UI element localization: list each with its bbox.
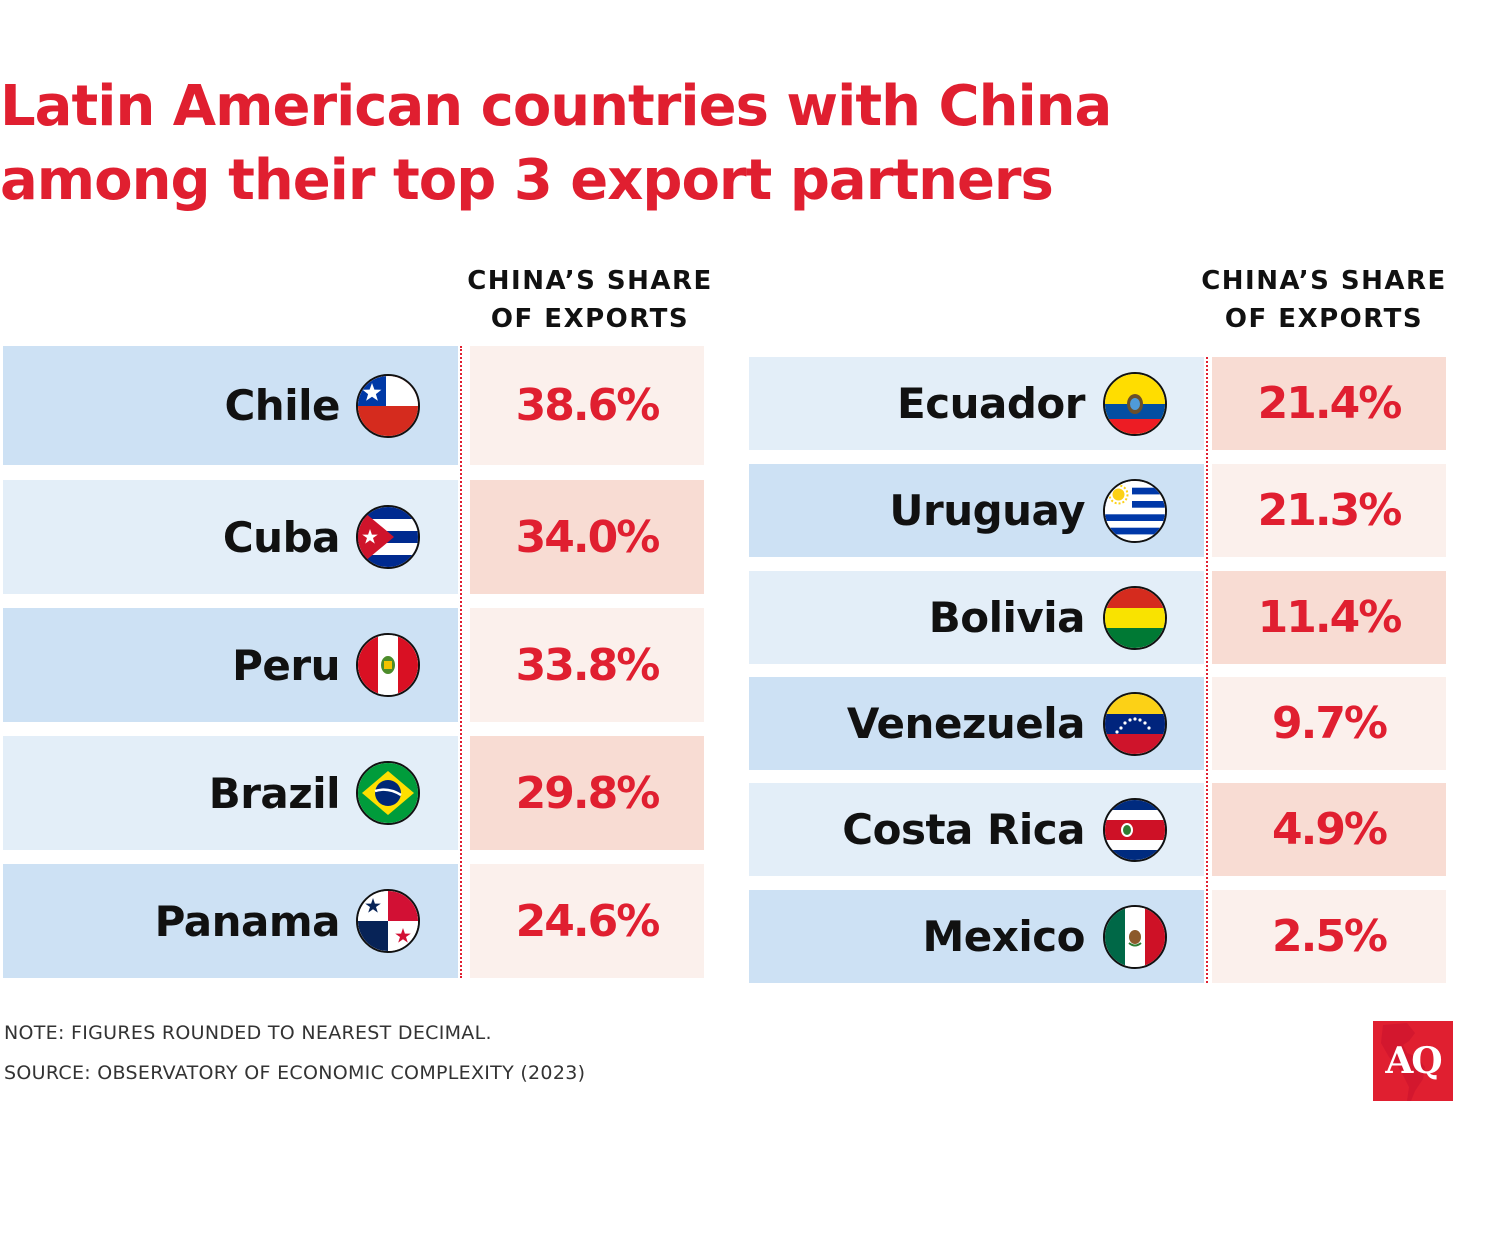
- share-value: 34.0%: [470, 480, 704, 594]
- mexico-flag-icon: [1103, 905, 1167, 969]
- source-text: SOURCE: OBSERVATORY OF ECONOMIC COMPLEXI…: [4, 1062, 586, 1084]
- americas-map-icon: [1381, 1023, 1425, 1101]
- country-name: Brazil: [208, 768, 341, 818]
- bolivia-flag-icon: [1103, 586, 1167, 650]
- chart-title: Latin American countries with China amon…: [0, 70, 1480, 218]
- share-value: 21.3%: [1212, 464, 1446, 557]
- panama-flag-icon: [356, 889, 420, 953]
- table-row: Chile 38.6%: [3, 346, 704, 465]
- aq-logo: AQ: [1373, 1021, 1453, 1101]
- country-name: Ecuador: [897, 379, 1085, 428]
- share-value: 24.6%: [470, 864, 704, 978]
- share-value: 2.5%: [1212, 890, 1446, 983]
- table-row: Brazil 29.8%: [3, 736, 704, 850]
- country-name: Cuba: [222, 512, 341, 562]
- share-value: 21.4%: [1212, 357, 1446, 450]
- table-row: Panama 24.6%: [3, 864, 704, 978]
- share-value: 33.8%: [470, 608, 704, 722]
- country-name: Venezuela: [846, 699, 1086, 748]
- share-value: 29.8%: [470, 736, 704, 850]
- costa-rica-flag-icon: [1103, 798, 1167, 862]
- share-value: 9.7%: [1212, 677, 1446, 770]
- country-name: Panama: [154, 896, 341, 946]
- table-row: Cuba 34.0%: [3, 480, 704, 594]
- right-header-line-1: CHINA’S SHARE: [1201, 266, 1447, 296]
- title-line-1: Latin American countries with China: [0, 74, 1112, 139]
- table-row: Mexico 2.5%: [749, 890, 1446, 983]
- venezuela-flag-icon: [1103, 692, 1167, 756]
- left-header-line-2: OF EXPORTS: [490, 304, 690, 334]
- share-value: 38.6%: [470, 346, 704, 465]
- share-value: 4.9%: [1212, 783, 1446, 876]
- right-header-line-2: OF EXPORTS: [1224, 304, 1424, 334]
- table-row: Ecuador 21.4%: [749, 357, 1446, 450]
- table-row: Venezuela 9.7%: [749, 677, 1446, 770]
- peru-flag-icon: [356, 633, 420, 697]
- note-text: NOTE: FIGURES ROUNDED TO NEAREST DECIMAL…: [4, 1022, 492, 1044]
- country-name: Uruguay: [889, 486, 1085, 535]
- chile-flag-icon: [356, 374, 420, 438]
- left-table-divider: [460, 346, 462, 978]
- country-name: Mexico: [922, 912, 1085, 961]
- cuba-flag-icon: [356, 505, 420, 569]
- brazil-flag-icon: [356, 761, 420, 825]
- table-row: Bolivia 11.4%: [749, 571, 1446, 664]
- right-column-header: CHINA’S SHARE OF EXPORTS: [1194, 262, 1454, 338]
- share-value: 11.4%: [1212, 571, 1446, 664]
- aq-logo-text: AQ: [1385, 1040, 1442, 1082]
- uruguay-flag-icon: [1103, 479, 1167, 543]
- country-name: Costa Rica: [842, 805, 1085, 854]
- ecuador-flag-icon: [1103, 372, 1167, 436]
- country-name: Bolivia: [928, 593, 1086, 642]
- table-row: Costa Rica 4.9%: [749, 783, 1446, 876]
- left-header-line-1: CHINA’S SHARE: [467, 266, 713, 296]
- title-line-2: among their top 3 export partners: [0, 148, 1054, 213]
- table-row: Uruguay 21.3%: [749, 464, 1446, 557]
- country-name: Chile: [224, 381, 340, 430]
- right-table-divider: [1206, 357, 1208, 983]
- country-name: Peru: [232, 640, 340, 690]
- table-row: Peru 33.8%: [3, 608, 704, 722]
- left-column-header: CHINA’S SHARE OF EXPORTS: [460, 262, 720, 338]
